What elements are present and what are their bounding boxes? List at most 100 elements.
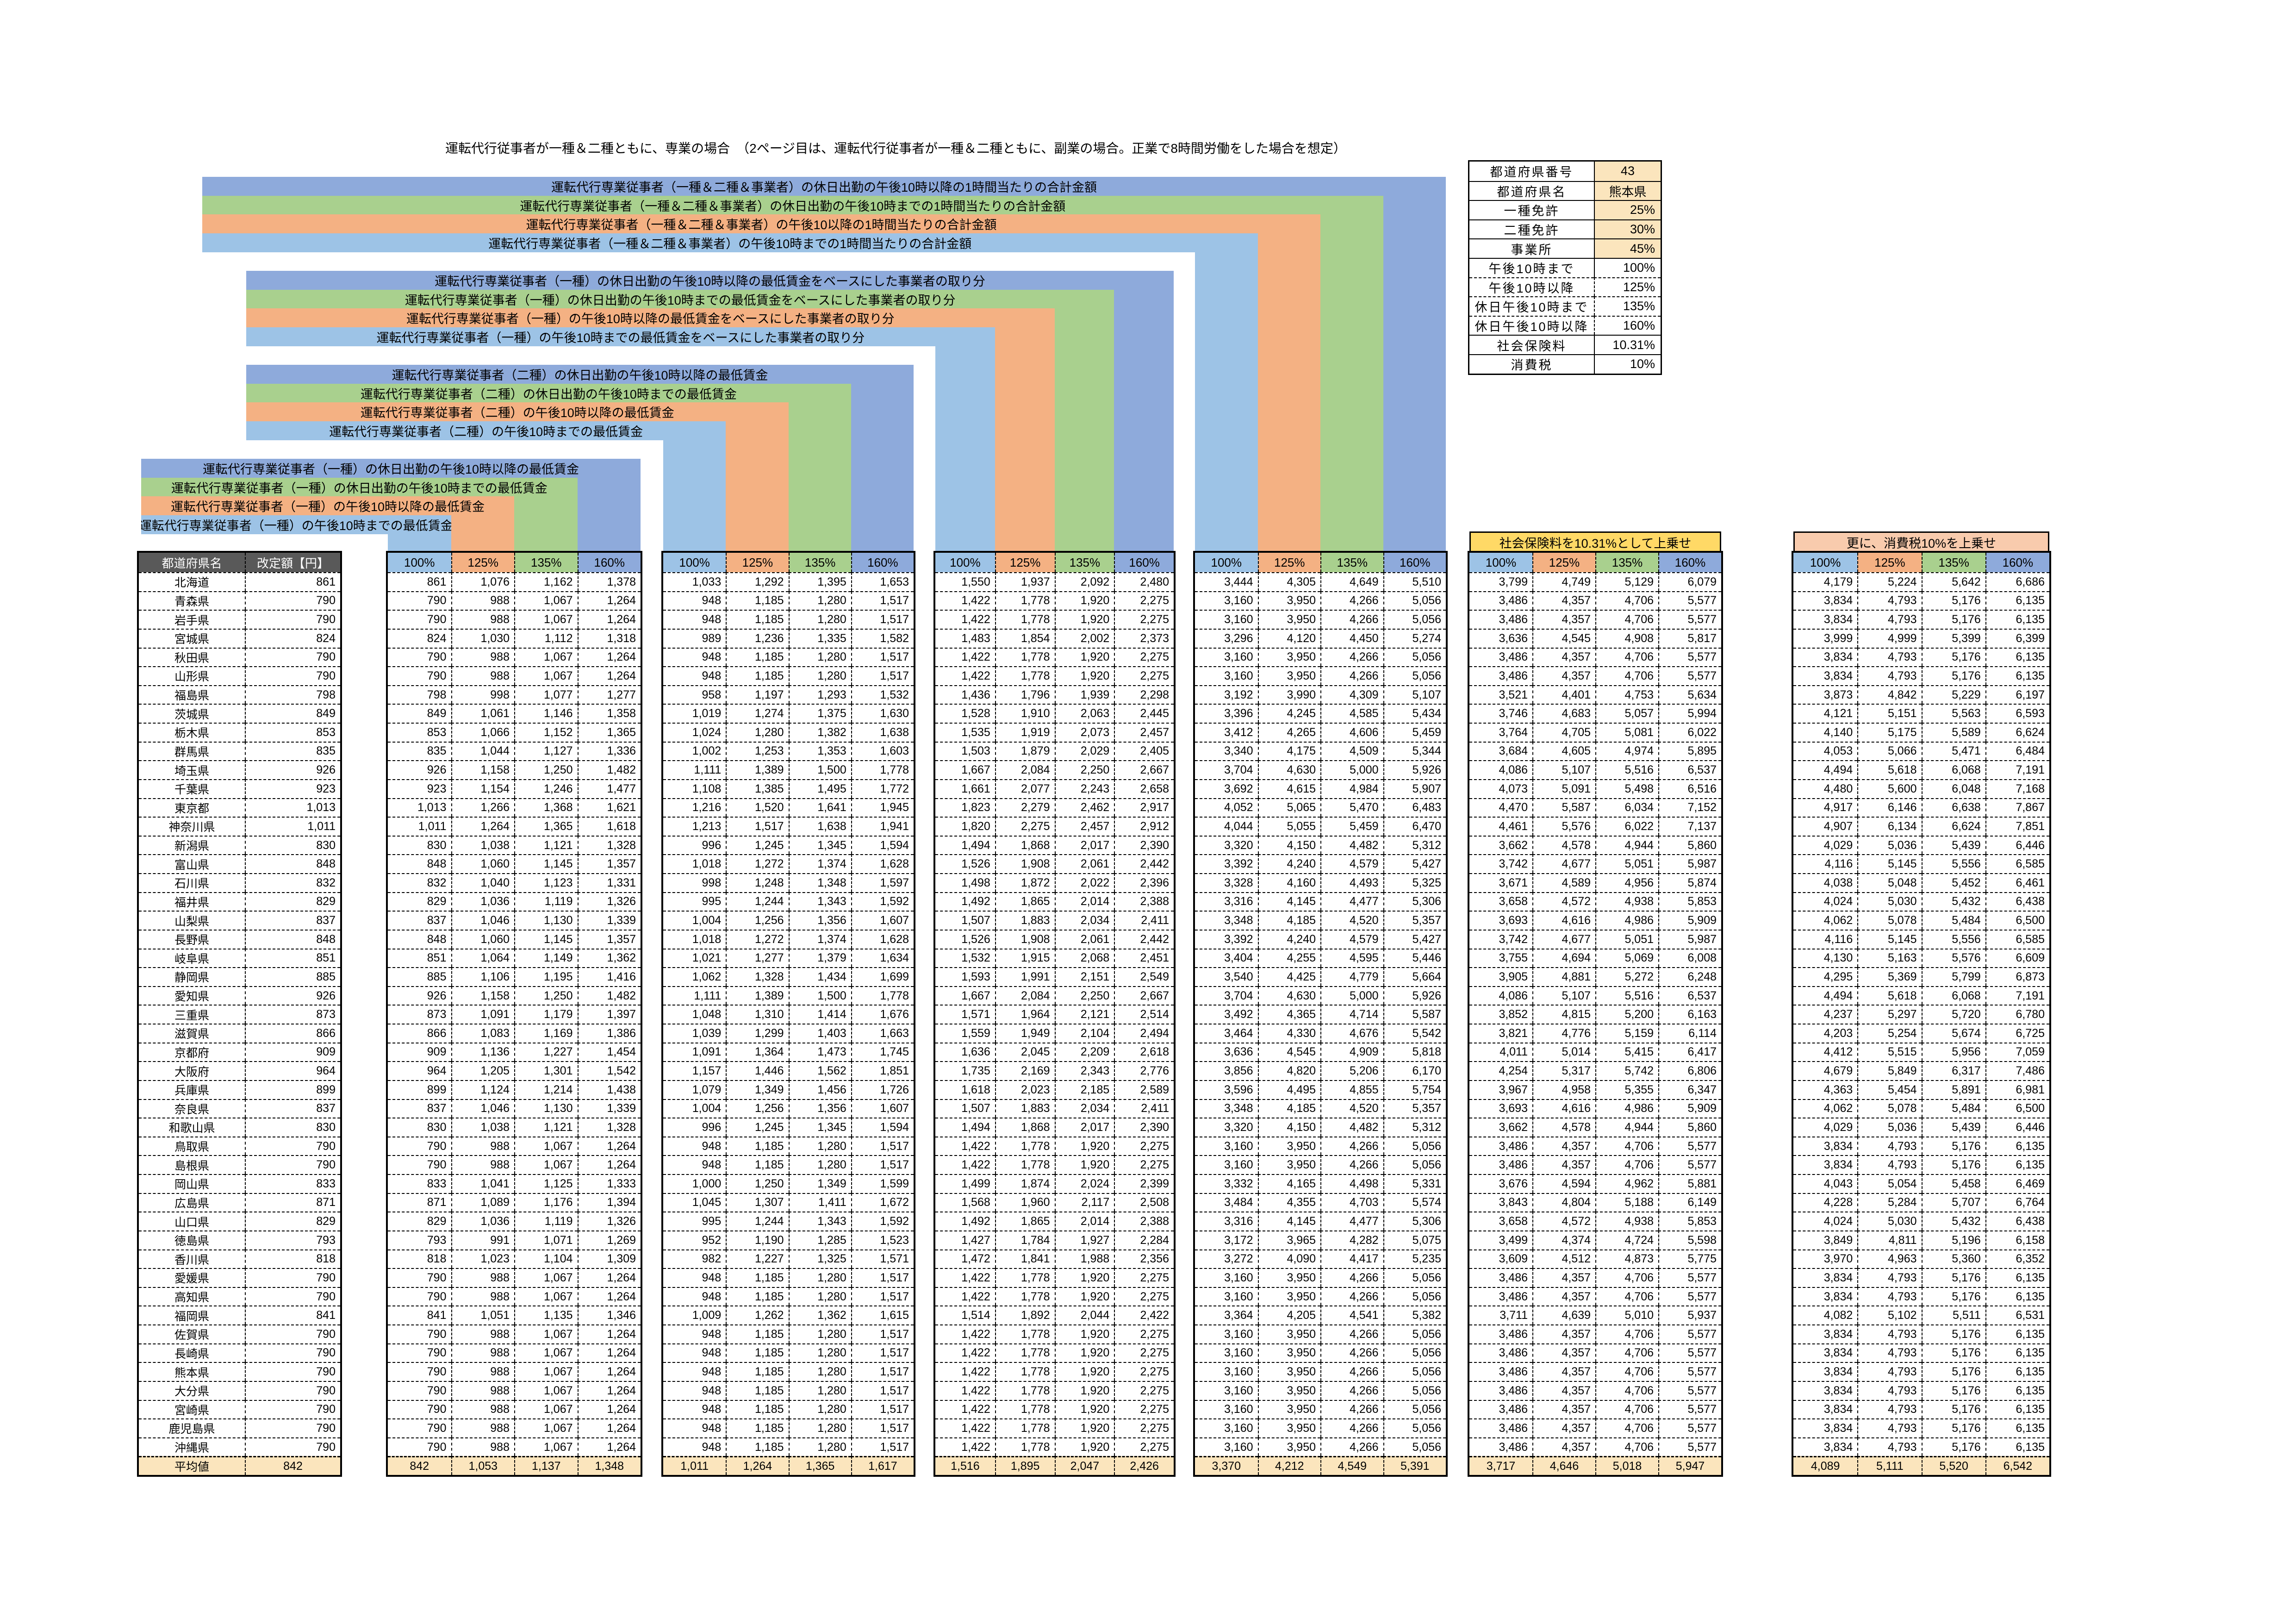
wage-value-cell[interactable]: 5,030 — [1857, 1212, 1922, 1230]
wage-value-cell[interactable]: 1,434 — [788, 967, 851, 986]
wage-value-cell[interactable]: 5,176 — [1921, 1268, 1985, 1287]
wage-value-cell[interactable]: 4,714 — [1320, 1005, 1383, 1024]
wage-value-cell[interactable]: 1,472 — [935, 1249, 995, 1268]
wage-value-cell[interactable]: 5,484 — [1921, 1099, 1985, 1118]
wage-value-cell[interactable]: 2,405 — [1114, 741, 1174, 761]
wage-value-cell[interactable]: 5,056 — [1383, 1418, 1446, 1437]
wage-value-cell[interactable]: 988 — [451, 1324, 514, 1343]
wage-value-cell[interactable]: 4,706 — [1595, 1324, 1658, 1343]
wage-value-cell[interactable]: 3,486 — [1469, 591, 1532, 610]
wage-value-cell[interactable]: 1,245 — [726, 835, 789, 855]
wage-value-cell[interactable]: 4,578 — [1532, 1118, 1595, 1137]
wage-value-cell[interactable]: 1,339 — [577, 911, 641, 930]
wage-value-cell[interactable]: 4,401 — [1532, 685, 1595, 704]
percent-header-cell[interactable]: 125% — [1532, 553, 1595, 572]
wage-value-cell[interactable]: 4,480 — [1793, 779, 1858, 798]
wage-value-cell[interactable]: 6,446 — [1985, 1118, 2049, 1137]
wage-value-cell[interactable]: 790 — [388, 591, 451, 610]
wage-value-cell[interactable]: 5,577 — [1658, 1362, 1721, 1381]
wage-value-cell[interactable]: 1,378 — [577, 572, 641, 591]
prefecture-name-cell[interactable]: 埼玉県 — [139, 760, 245, 779]
wage-value-cell[interactable]: 3,852 — [1469, 1005, 1532, 1024]
wage-value-cell[interactable]: 4,450 — [1320, 628, 1383, 648]
wage-value-cell[interactable]: 5,078 — [1857, 911, 1922, 930]
wage-value-cell[interactable]: 1,542 — [577, 1061, 641, 1080]
wage-value-cell[interactable]: 1,318 — [577, 628, 641, 648]
percent-header-cell[interactable]: 125% — [1257, 553, 1320, 572]
wage-value-cell[interactable]: 909 — [388, 1042, 451, 1062]
wage-value-cell[interactable]: 4,355 — [1257, 1193, 1320, 1212]
wage-value-cell[interactable]: 5,432 — [1921, 892, 1985, 911]
wage-value-cell[interactable]: 4,677 — [1532, 854, 1595, 873]
wage-value-cell[interactable]: 5,427 — [1383, 929, 1446, 949]
wage-value-cell[interactable]: 4,630 — [1257, 760, 1320, 779]
wage-value-cell[interactable]: 4,974 — [1595, 741, 1658, 761]
wage-value-cell[interactable]: 5,987 — [1658, 929, 1721, 949]
base-wage-cell[interactable]: 848 — [245, 929, 340, 949]
wage-value-cell[interactable]: 1,883 — [995, 911, 1055, 930]
prefecture-name-cell[interactable]: 新潟県 — [139, 835, 245, 855]
wage-value-cell[interactable]: 4,165 — [1257, 1174, 1320, 1193]
wage-value-cell[interactable]: 4,779 — [1320, 967, 1383, 986]
wage-value-cell[interactable]: 6,585 — [1985, 929, 2049, 949]
wage-value-cell[interactable]: 5,069 — [1595, 948, 1658, 968]
wage-value-cell[interactable]: 3,492 — [1195, 1005, 1258, 1024]
wage-value-cell[interactable]: 1,422 — [935, 1343, 995, 1362]
wage-value-cell[interactable]: 2,399 — [1114, 1174, 1174, 1193]
wage-value-cell[interactable]: 1,920 — [1054, 1343, 1114, 1362]
average-value-cell[interactable]: 1,348 — [577, 1456, 641, 1475]
wage-value-cell[interactable]: 1,262 — [726, 1305, 789, 1324]
wage-value-cell[interactable]: 1,726 — [851, 1080, 914, 1099]
wage-value-cell[interactable]: 4,029 — [1793, 1118, 1858, 1137]
wage-value-cell[interactable]: 1,507 — [935, 1099, 995, 1118]
wage-value-cell[interactable]: 1,778 — [995, 666, 1055, 685]
wage-value-cell[interactable]: 1,041 — [451, 1174, 514, 1193]
wage-value-cell[interactable]: 2,250 — [1054, 986, 1114, 1005]
wage-value-cell[interactable]: 1,076 — [451, 572, 514, 591]
base-wage-cell[interactable]: 926 — [245, 760, 340, 779]
wage-value-cell[interactable]: 1,920 — [1054, 1287, 1114, 1306]
wage-value-cell[interactable]: 4,266 — [1320, 591, 1383, 610]
wage-value-cell[interactable]: 4,677 — [1532, 929, 1595, 949]
wage-value-cell[interactable]: 2,390 — [1114, 1118, 1174, 1137]
wage-value-cell[interactable]: 1,628 — [851, 854, 914, 873]
wage-value-cell[interactable]: 4,120 — [1257, 628, 1320, 648]
prefecture-name-cell[interactable]: 茨城県 — [139, 704, 245, 723]
wage-value-cell[interactable]: 1,865 — [995, 1212, 1055, 1230]
info-label-cell[interactable]: 事業所 — [1469, 238, 1594, 258]
wage-value-cell[interactable]: 3,486 — [1469, 610, 1532, 629]
wage-value-cell[interactable]: 3,821 — [1469, 1024, 1532, 1043]
wage-value-cell[interactable]: 2,451 — [1114, 948, 1174, 968]
wage-value-cell[interactable]: 1,185 — [726, 591, 789, 610]
wage-value-cell[interactable]: 5,056 — [1383, 1437, 1446, 1456]
wage-value-cell[interactable]: 1,436 — [935, 685, 995, 704]
wage-value-cell[interactable]: 1,162 — [514, 572, 578, 591]
wage-value-cell[interactable]: 4,150 — [1257, 835, 1320, 855]
wage-value-cell[interactable]: 2,422 — [1114, 1305, 1174, 1324]
wage-value-cell[interactable]: 5,860 — [1658, 1118, 1721, 1137]
wage-value-cell[interactable]: 996 — [663, 1118, 726, 1137]
wage-value-cell[interactable]: 1,353 — [788, 741, 851, 761]
wage-value-cell[interactable]: 3,636 — [1195, 1042, 1258, 1062]
wage-value-cell[interactable]: 988 — [451, 1343, 514, 1362]
wage-value-cell[interactable]: 2,275 — [1114, 1399, 1174, 1419]
wage-value-cell[interactable]: 5,511 — [1921, 1305, 1985, 1324]
wage-value-cell[interactable]: 4,705 — [1532, 723, 1595, 742]
wage-value-cell[interactable]: 2,023 — [995, 1080, 1055, 1099]
wage-value-cell[interactable]: 4,305 — [1257, 572, 1320, 591]
wage-value-cell[interactable]: 1,067 — [514, 610, 578, 629]
wage-value-cell[interactable]: 1,066 — [451, 723, 514, 742]
wage-value-cell[interactable]: 2,373 — [1114, 628, 1174, 648]
wage-value-cell[interactable]: 1,778 — [851, 760, 914, 779]
wage-value-cell[interactable]: 1,339 — [577, 1099, 641, 1118]
wage-value-cell[interactable]: 1,004 — [663, 1099, 726, 1118]
wage-value-cell[interactable]: 5,484 — [1921, 911, 1985, 930]
wage-value-cell[interactable]: 4,706 — [1595, 1136, 1658, 1156]
wage-value-cell[interactable]: 1,403 — [788, 1024, 851, 1043]
wage-value-cell[interactable]: 1,446 — [726, 1061, 789, 1080]
wage-value-cell[interactable]: 5,317 — [1532, 1061, 1595, 1080]
wage-value-cell[interactable]: 5,470 — [1320, 798, 1383, 817]
base-wage-cell[interactable]: 829 — [245, 892, 340, 911]
wage-value-cell[interactable]: 2,275 — [1114, 1268, 1174, 1287]
wage-value-cell[interactable]: 1,185 — [726, 1343, 789, 1362]
